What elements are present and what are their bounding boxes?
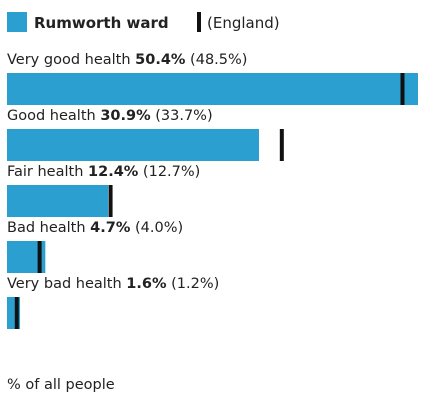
legend-area-swatch (7, 12, 27, 32)
category-name: Very good health (7, 52, 135, 68)
category-label: Very bad health 1.6% (1.2%) (7, 276, 219, 292)
legend-comparison-label: (England) (207, 14, 280, 32)
area-value-label: 50.4% (135, 52, 186, 68)
comparison-value-label: (4.0%) (130, 220, 183, 236)
category-name: Good health (7, 108, 100, 124)
comparison-value-label: (12.7%) (138, 164, 200, 180)
comparison-marker (14, 297, 19, 329)
comparison-marker (279, 129, 284, 161)
category-label: Fair health 12.4% (12.7%) (7, 164, 200, 180)
area-bar (7, 129, 259, 161)
comparison-marker (37, 241, 42, 273)
comparison-marker (400, 73, 405, 105)
category-name: Fair health (7, 164, 88, 180)
legend-comparison-marker (197, 12, 201, 32)
comparison-value-label: (48.5%) (185, 52, 247, 68)
area-value-label: 1.6% (126, 276, 167, 292)
legend: Rumworth ward (England) (7, 12, 280, 32)
category-name: Bad health (7, 220, 90, 236)
category-label: Good health 30.9% (33.7%) (7, 108, 213, 124)
area-value-label: 4.7% (90, 220, 131, 236)
area-bar (7, 185, 109, 217)
comparison-value-label: (1.2%) (167, 276, 220, 292)
bar-groups: Very good health 50.4% (48.5%) Good healt… (7, 52, 418, 329)
area-value-label: 12.4% (88, 164, 139, 180)
area-bar (7, 73, 418, 105)
comparison-marker (108, 185, 113, 217)
area-value-label: 30.9% (100, 108, 151, 124)
category-name: Very bad health (7, 276, 126, 292)
category-label: Very good health 50.4% (48.5%) (7, 52, 247, 68)
category-label: Bad health 4.7% (4.0%) (7, 220, 183, 236)
comparison-value-label: (33.7%) (151, 108, 213, 124)
legend-area-label: Rumworth ward (34, 14, 169, 32)
x-axis-unit-label: % of all people (7, 377, 115, 393)
